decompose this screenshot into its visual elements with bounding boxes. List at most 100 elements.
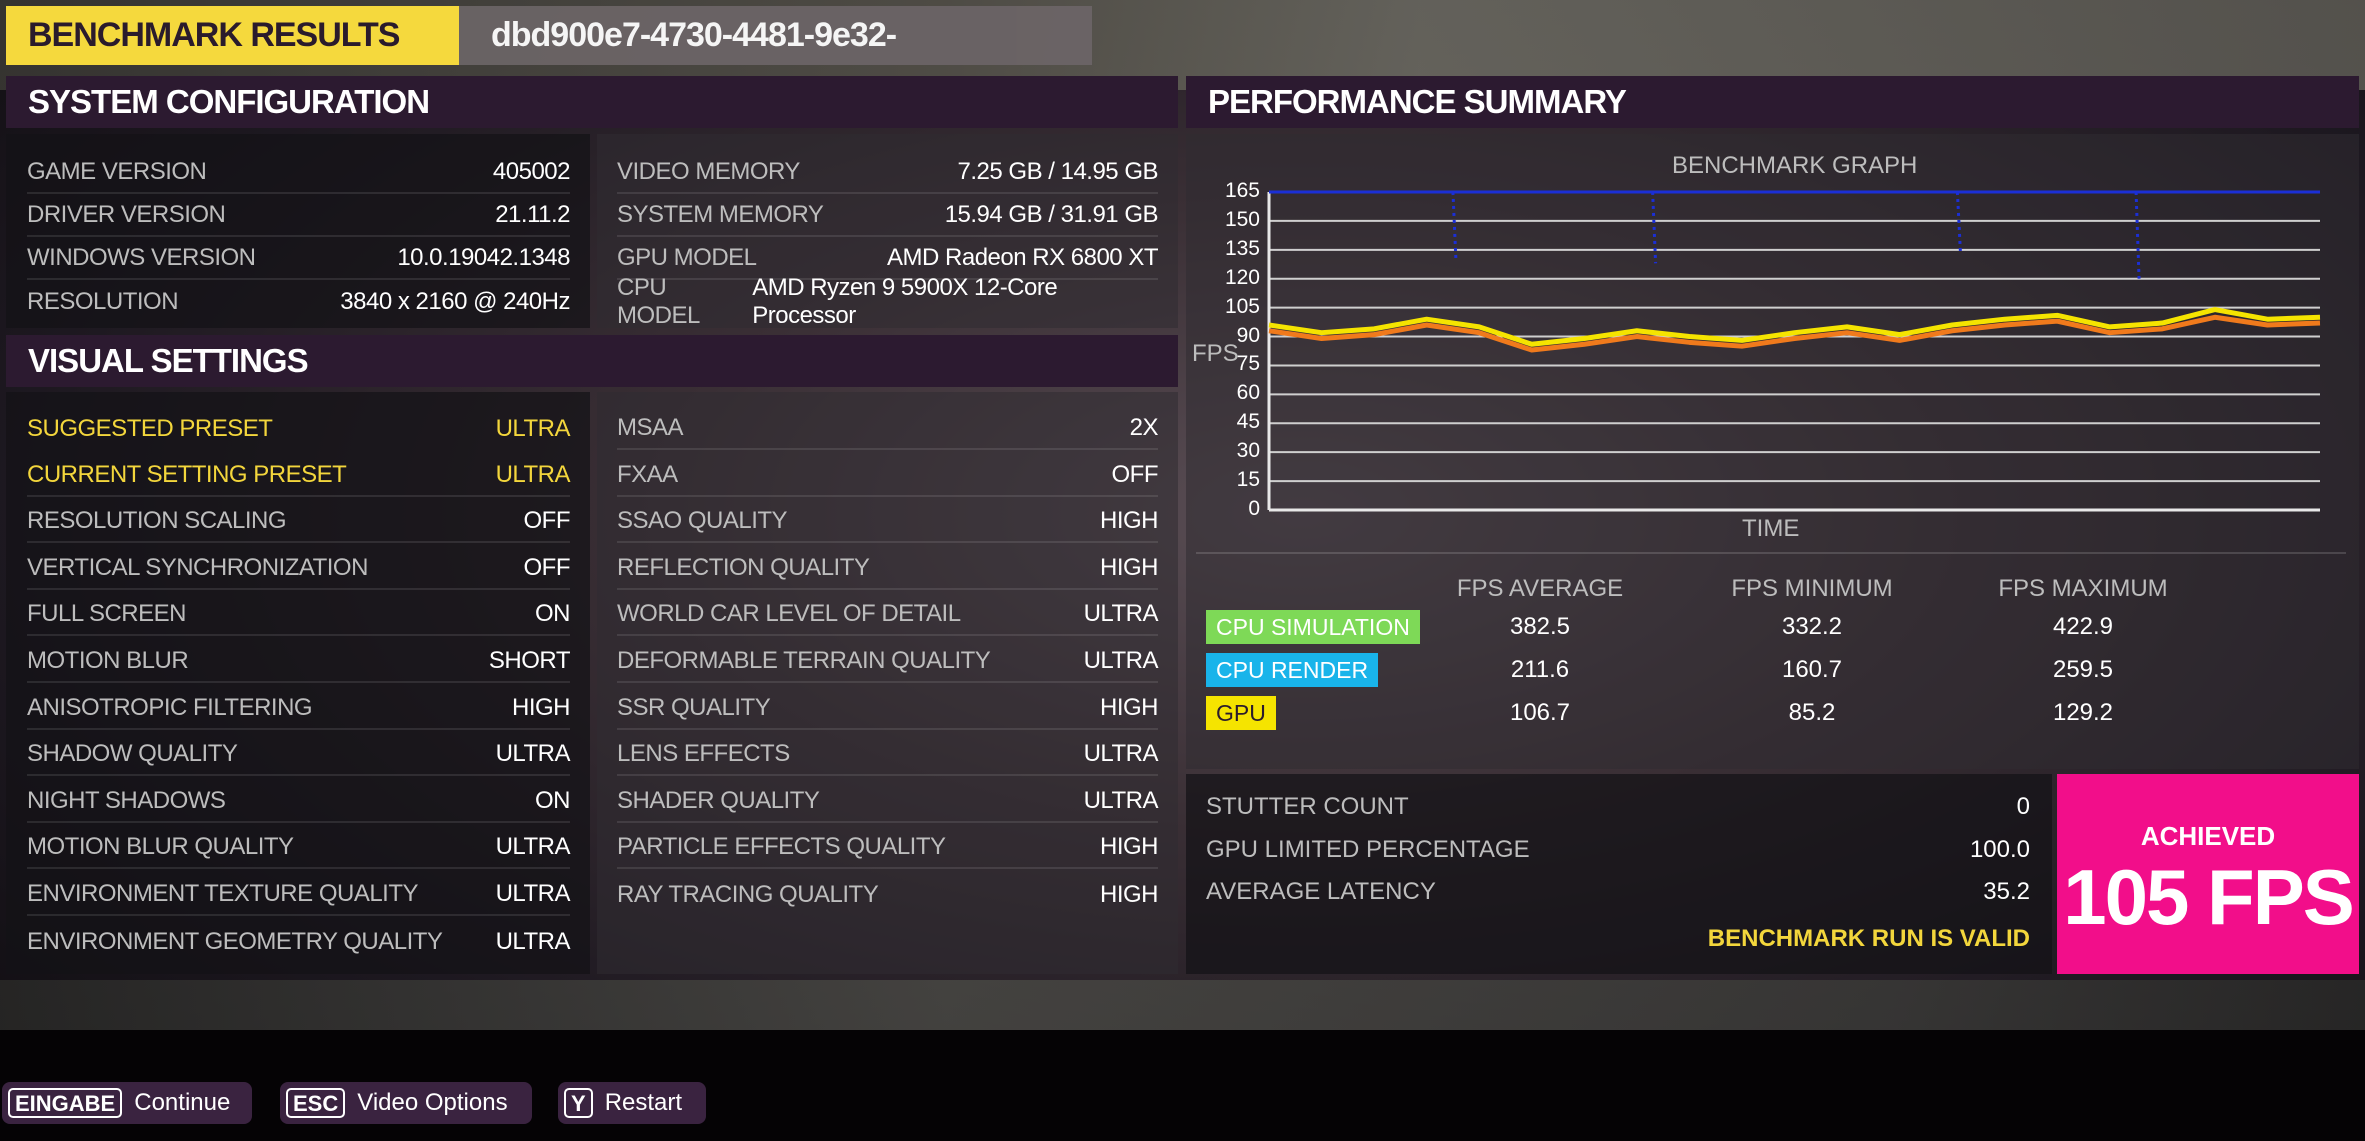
setting-row: SYSTEM MEMORY 15.94 GB / 31.91 GB bbox=[617, 195, 1159, 237]
fps-cell: 259.5 bbox=[2052, 656, 2114, 683]
video-options-label: Video Options bbox=[357, 1089, 508, 1116]
setting-row: ENVIRONMENT TEXTURE QUALITY ULTRA bbox=[27, 874, 571, 916]
benchmark-valid-text: BENCHMARK RUN IS VALID bbox=[1707, 925, 2030, 952]
setting-value: OFF bbox=[523, 507, 571, 535]
setting-row: SHADER QUALITY ULTRA bbox=[617, 781, 1159, 823]
chart-dip-mark bbox=[2134, 191, 2141, 279]
setting-row: DEFORMABLE TERRAIN QUALITY ULTRA bbox=[617, 641, 1159, 683]
chart-y-tick-label: 30 bbox=[1236, 439, 1260, 463]
setting-row: CURRENT SETTING PRESET ULTRA bbox=[27, 455, 571, 497]
video-options-button[interactable]: ESC Video Options bbox=[280, 1082, 532, 1124]
setting-label: ENVIRONMENT TEXTURE QUALITY bbox=[27, 880, 419, 907]
setting-value: 3840 x 2160 @ 240Hz bbox=[340, 288, 570, 315]
setting-row: SSR QUALITY HIGH bbox=[617, 688, 1159, 730]
setting-row: RESOLUTION SCALING OFF bbox=[27, 501, 571, 544]
setting-row: NIGHT SHADOWS ON bbox=[27, 781, 571, 823]
setting-value: AMD Ryzen 9 5900X 12-Core Processor bbox=[752, 274, 1058, 329]
stat-value: 0 bbox=[2016, 793, 2030, 820]
setting-row: PARTICLE EFFECTS QUALITY HIGH bbox=[617, 827, 1159, 870]
chart-dip-mark bbox=[1451, 191, 1458, 260]
chart-series-line bbox=[1268, 307, 2321, 347]
setting-value: ULTRA bbox=[1083, 740, 1159, 768]
fps-cell: 85.2 bbox=[1788, 699, 1836, 726]
setting-row: ANISOTROPIC FILTERING HIGH bbox=[27, 688, 571, 730]
setting-label: REFLECTION QUALITY bbox=[617, 553, 870, 581]
setting-label: WORLD CAR LEVEL OF DETAIL bbox=[617, 600, 961, 628]
system-configuration-header: SYSTEM CONFIGURATION bbox=[6, 76, 1178, 128]
setting-label: SUGGESTED PRESET bbox=[27, 415, 273, 442]
system-config-left-panel bbox=[6, 134, 590, 328]
fps-cell: 129.2 bbox=[2052, 699, 2114, 726]
system-config-right-panel bbox=[597, 134, 1178, 328]
y-key-icon: Y bbox=[564, 1088, 593, 1118]
visual-settings-right-panel bbox=[597, 392, 1178, 974]
fps-cell: 106.7 bbox=[1509, 699, 1571, 726]
setting-label: SSAO QUALITY bbox=[617, 507, 788, 535]
setting-row: MOTION BLUR QUALITY ULTRA bbox=[27, 827, 571, 870]
setting-label: LENS EFFECTS bbox=[617, 740, 790, 768]
restart-button[interactable]: Y Restart bbox=[558, 1082, 706, 1124]
setting-row: MOTION BLUR SHORT bbox=[27, 641, 571, 683]
setting-value: ULTRA bbox=[495, 880, 571, 907]
achieved-fps-box: ACHIEVED 105 FPS bbox=[2057, 774, 2359, 974]
setting-label: RESOLUTION SCALING bbox=[27, 507, 287, 535]
setting-row: VIDEO MEMORY 7.25 GB / 14.95 GB bbox=[617, 152, 1159, 194]
setting-value: HIGH bbox=[1100, 881, 1159, 908]
fps-row-badge: CPU SIMULATION bbox=[1206, 610, 1420, 644]
chart-y-tick-label: 90 bbox=[1236, 323, 1260, 347]
setting-row: ENVIRONMENT GEOMETRY QUALITY ULTRA bbox=[27, 921, 571, 963]
setting-value: 405002 bbox=[492, 158, 571, 185]
setting-label: SSR QUALITY bbox=[617, 693, 771, 721]
setting-label: CURRENT SETTING PRESET bbox=[27, 460, 347, 488]
setting-label: PARTICLE EFFECTS QUALITY bbox=[617, 833, 946, 861]
setting-value: SHORT bbox=[488, 647, 571, 674]
chart-y-tick-label: 75 bbox=[1236, 352, 1260, 376]
setting-label: GAME VERSION bbox=[27, 158, 207, 185]
setting-value: ON bbox=[535, 786, 571, 814]
fps-cell: 382.5 bbox=[1509, 613, 1571, 640]
fps-cell: 211.6 bbox=[1510, 656, 1570, 683]
setting-row: RAY TRACING QUALITY HIGH bbox=[617, 874, 1159, 916]
setting-value: AMD Radeon RX 6800 XT bbox=[887, 244, 1158, 271]
setting-value: 21.11.2 bbox=[495, 201, 570, 228]
chart-y-tick-label: 150 bbox=[1224, 207, 1260, 231]
benchmark-graph bbox=[1267, 190, 2321, 512]
setting-label: VERTICAL SYNCHRONIZATION bbox=[27, 553, 368, 581]
setting-label: SHADOW QUALITY bbox=[27, 740, 238, 768]
chart-series-line bbox=[1268, 314, 2321, 353]
setting-value: HIGH bbox=[1100, 507, 1159, 535]
setting-label: MOTION BLUR bbox=[27, 647, 189, 674]
setting-value: ULTRA bbox=[1083, 647, 1159, 674]
stat-label: GPU LIMITED PERCENTAGE bbox=[1206, 835, 1530, 863]
chart-x-axis-label: TIME bbox=[1742, 515, 1800, 542]
fps-row-badge: GPU bbox=[1206, 696, 1276, 730]
setting-label: ENVIRONMENT GEOMETRY QUALITY bbox=[27, 927, 443, 955]
setting-label: MSAA bbox=[617, 414, 684, 441]
chart-y-tick-label: 60 bbox=[1236, 381, 1260, 405]
setting-value: ULTRA bbox=[1083, 786, 1159, 814]
stat-value: 100.0 bbox=[1969, 835, 2030, 863]
setting-value: ULTRA bbox=[495, 415, 571, 442]
setting-label: FULL SCREEN bbox=[27, 600, 186, 628]
chart-y-tick-label: 45 bbox=[1236, 410, 1260, 434]
stat-value: 35.2 bbox=[1983, 878, 2030, 905]
setting-label: MOTION BLUR QUALITY bbox=[27, 833, 294, 861]
setting-row: WORLD CAR LEVEL OF DETAIL ULTRA bbox=[617, 594, 1159, 637]
stat-label: STUTTER COUNT bbox=[1206, 793, 1409, 820]
enter-key-icon: EINGABE bbox=[8, 1088, 123, 1118]
chart-y-tick-label: 15 bbox=[1236, 468, 1260, 492]
esc-key-icon: ESC bbox=[286, 1088, 346, 1118]
chart-y-tick-label: 135 bbox=[1224, 236, 1260, 260]
setting-label: CPU MODEL bbox=[617, 274, 700, 329]
setting-row: FULL SCREEN ON bbox=[27, 594, 571, 637]
setting-label: ANISOTROPIC FILTERING bbox=[27, 693, 313, 721]
table-divider bbox=[1196, 552, 2346, 554]
achieved-label: ACHIEVED bbox=[2140, 821, 2276, 851]
setting-value: ULTRA bbox=[1083, 600, 1159, 628]
chart-y-tick-label: 120 bbox=[1224, 265, 1260, 289]
setting-value: HIGH bbox=[1100, 553, 1159, 581]
setting-label: FXAA bbox=[617, 460, 678, 488]
stats-panel bbox=[1186, 774, 2052, 974]
setting-row: FXAA OFF bbox=[617, 455, 1158, 497]
continue-button[interactable]: EINGABE Continue bbox=[2, 1082, 252, 1124]
